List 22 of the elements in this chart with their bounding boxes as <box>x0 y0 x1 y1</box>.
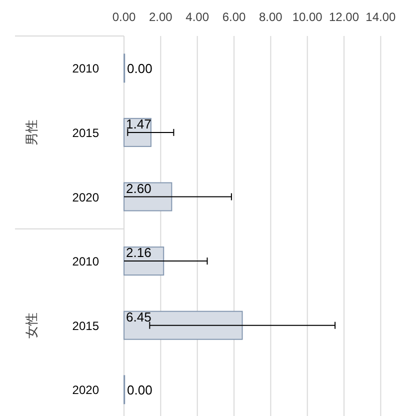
y-tick-label: 2015 <box>72 318 100 333</box>
data-label: 0.00 <box>127 382 152 398</box>
x-tick-label: 4.00 <box>186 10 210 24</box>
data-label: 0.00 <box>127 61 152 76</box>
x-tick-label: 6.00 <box>222 10 246 24</box>
y-tick-label: 2010 <box>72 254 100 269</box>
x-tick-label: 0.00 <box>112 10 136 24</box>
x-tick-label: 2.00 <box>148 10 173 24</box>
data-label: 2.60 <box>126 180 152 196</box>
group-label: 女性 <box>24 312 39 338</box>
x-tick-label: 14.00 <box>366 10 396 24</box>
y-tick-label: 2020 <box>72 190 100 204</box>
x-tick-label: 10.00 <box>292 10 323 24</box>
group-label: 男性 <box>24 119 39 146</box>
y-tick-label: 2020 <box>72 383 100 398</box>
data-label: 1.47 <box>126 116 152 132</box>
x-tick-label: 12.00 <box>329 10 360 24</box>
x-tick-label: 8.00 <box>259 10 283 24</box>
y-tick-label: 2010 <box>72 62 100 76</box>
data-label: 6.45 <box>126 309 152 324</box>
y-tick-label: 2015 <box>72 126 100 140</box>
data-label: 2.16 <box>126 245 152 260</box>
